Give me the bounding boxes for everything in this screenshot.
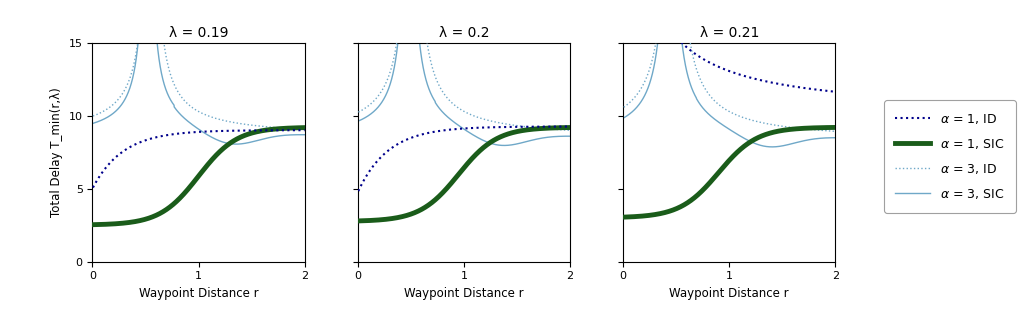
Title: λ = 0.19: λ = 0.19 [168,26,228,40]
Legend: $\alpha$ = 1, ID, $\alpha$ = 1, SIC, $\alpha$ = 3, ID, $\alpha$ = 3, SIC: $\alpha$ = 1, ID, $\alpha$ = 1, SIC, $\a… [884,100,1016,213]
Y-axis label: Total Delay T_min(r,λ): Total Delay T_min(r,λ) [50,87,63,217]
X-axis label: Waypoint Distance r: Waypoint Distance r [139,287,259,300]
Title: λ = 0.2: λ = 0.2 [439,26,489,40]
Title: λ = 0.21: λ = 0.21 [699,26,759,40]
X-axis label: Waypoint Distance r: Waypoint Distance r [670,287,789,300]
X-axis label: Waypoint Distance r: Waypoint Distance r [404,287,524,300]
